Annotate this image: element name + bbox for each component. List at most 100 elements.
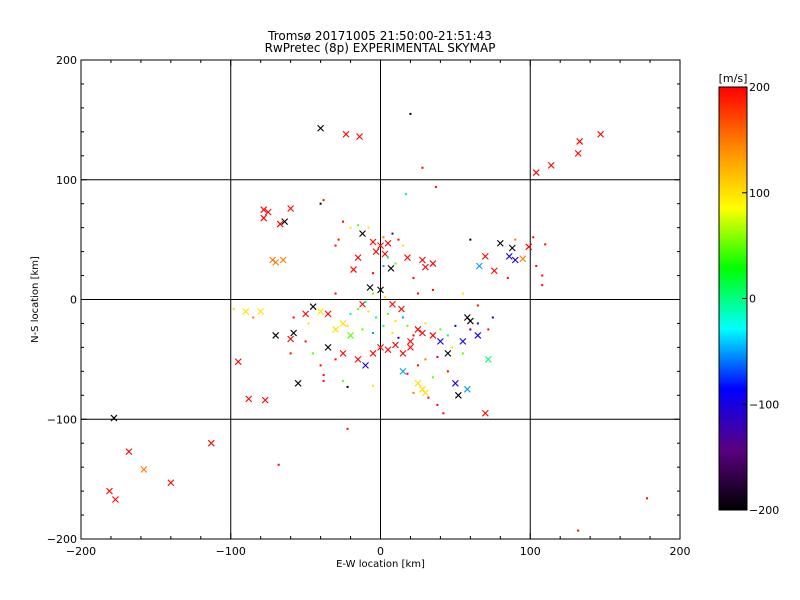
data-point-x [484,355,492,363]
data-point-dot [409,112,412,115]
y-tick-label: 0 [70,294,77,307]
data-point-dot [431,288,434,291]
data-point-dot [252,316,255,319]
data-point-dot [397,238,400,241]
colorbar: [m/s] −200 −100 0 100 200 [718,72,779,517]
data-point-dot [394,262,397,265]
data-point-dot [277,463,280,466]
x-tick-label: −200 [66,545,96,558]
data-point-x [234,358,242,366]
data-point-dot [446,334,449,337]
data-point-dot [412,276,415,279]
data-point-dot [319,364,322,367]
data-point-x [481,409,489,417]
data-point-dot [469,238,472,241]
data-point-x [302,310,310,318]
data-point-dot [451,346,454,349]
data-point-dot [397,336,400,339]
data-point-dot [322,373,325,376]
data-point-dot [535,264,538,267]
data-point-x [387,264,395,272]
data-point-dot [454,324,457,327]
data-point-x [384,346,392,354]
data-point-dot [357,308,360,311]
data-point-dot [406,372,409,375]
data-point-x [342,130,350,138]
data-point-dot [367,310,370,313]
colorbar-gradient [718,86,748,511]
data-point-x [287,335,295,343]
data-point-x [110,414,118,422]
data-point-x [532,169,540,176]
data-point-x [324,344,332,351]
data-point-x [419,256,426,264]
data-point-x [597,130,605,138]
data-point-dot [349,226,352,229]
data-point-x [281,218,289,226]
data-point-dot [357,224,360,227]
data-point-dot [421,166,424,169]
data-point-dot [487,328,490,331]
data-point-dot [319,202,322,205]
data-point-dot [436,355,439,358]
data-point-dot [514,238,517,241]
colorbar-tick-label: −200 [749,504,779,517]
data-point-dot [367,226,370,229]
data-point-dot [382,264,385,267]
data-point-dot [382,324,385,327]
data-point-dot [383,296,386,299]
data-point-dot [476,304,479,307]
data-point-x [511,256,519,264]
data-point-x [519,255,527,263]
data-point-dot [372,384,375,387]
data-point-dot [416,364,419,367]
data-point-x [347,332,354,339]
data-point-dot [375,316,378,319]
data-point-dot [506,276,509,279]
data-point-x [167,479,175,487]
data-point-x [276,220,284,228]
data-point-x [317,124,324,132]
data-point-dot [304,340,307,343]
data-point-x [429,332,437,339]
data-point-x [437,338,444,345]
data-point-x [260,214,268,222]
data-point-dot [541,274,544,277]
x-tick-label: 200 [670,545,691,558]
data-point-x [339,320,347,327]
data-point-x [125,448,133,455]
axis-ticks: −200 −100 0 100 200 −200 −100 0 100 200 [47,54,691,558]
data-point-dot [401,244,404,247]
data-point-dot [646,497,649,500]
data-point-x [112,496,119,503]
data-point-dot [446,370,449,373]
data-point-x [419,329,426,337]
data-point-dot [427,396,430,399]
data-point-x [463,314,471,321]
data-point-dot [349,312,352,315]
data-point-x [398,305,405,313]
data-point-dot [364,300,367,303]
data-point-x [272,332,280,339]
data-point-dot [401,316,404,319]
data-point-dot [334,244,337,247]
data-point-dot [394,320,397,323]
y-tick-label: 200 [56,54,77,67]
data-point-dot [391,332,394,335]
data-point-dot [577,529,580,532]
data-point-dot [416,292,419,295]
data-point-dot [346,427,349,430]
data-point-x [287,205,295,212]
data-point-x [207,439,215,447]
data-point-x [414,326,422,333]
colorbar-tick-label: 0 [749,293,756,306]
data-point-x [362,361,369,369]
data-point-dot [434,185,437,188]
data-point-x [422,263,429,271]
data-point-x [429,260,437,267]
data-point-dot [372,272,375,275]
data-point-x [372,248,380,255]
data-point-x [508,244,516,252]
data-point-x [377,242,384,250]
